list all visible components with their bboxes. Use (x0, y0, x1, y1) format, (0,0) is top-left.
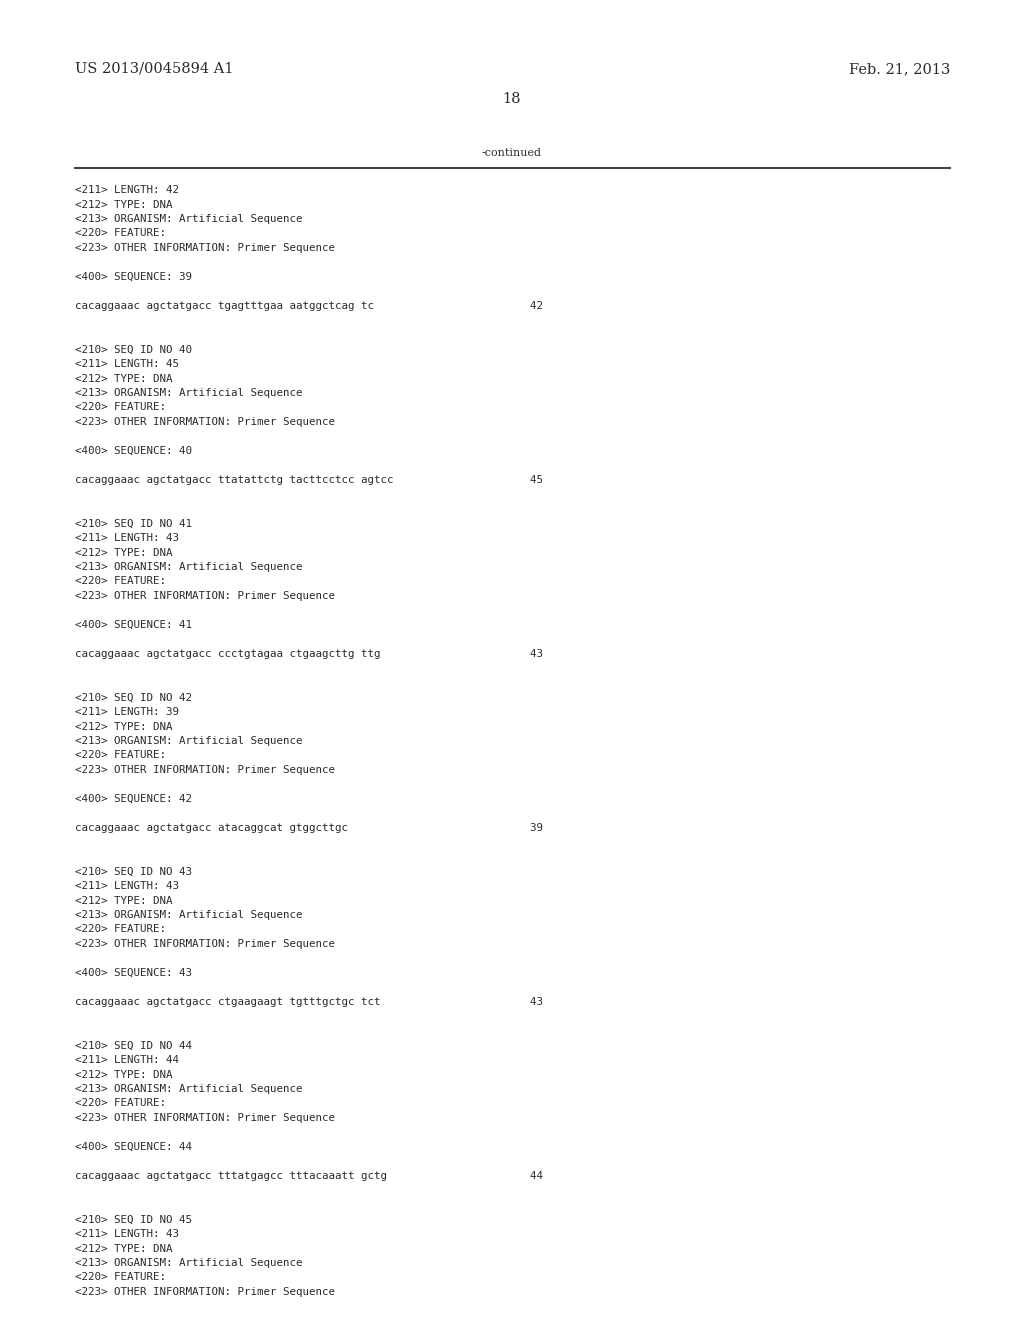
Text: Feb. 21, 2013: Feb. 21, 2013 (849, 62, 950, 77)
Text: <223> OTHER INFORMATION: Primer Sequence: <223> OTHER INFORMATION: Primer Sequence (75, 243, 335, 253)
Text: <211> LENGTH: 43: <211> LENGTH: 43 (75, 1229, 179, 1239)
Text: <223> OTHER INFORMATION: Primer Sequence: <223> OTHER INFORMATION: Primer Sequence (75, 417, 335, 426)
Text: cacaggaaac agctatgacc tttatgagcc tttacaaatt gctg                      44: cacaggaaac agctatgacc tttatgagcc tttacaa… (75, 1171, 543, 1181)
Text: <223> OTHER INFORMATION: Primer Sequence: <223> OTHER INFORMATION: Primer Sequence (75, 766, 335, 775)
Text: <213> ORGANISM: Artificial Sequence: <213> ORGANISM: Artificial Sequence (75, 214, 302, 224)
Text: <210> SEQ ID NO 41: <210> SEQ ID NO 41 (75, 519, 193, 528)
Text: <211> LENGTH: 44: <211> LENGTH: 44 (75, 1055, 179, 1065)
Text: <212> TYPE: DNA: <212> TYPE: DNA (75, 548, 172, 557)
Text: <220> FEATURE:: <220> FEATURE: (75, 577, 166, 586)
Text: <212> TYPE: DNA: <212> TYPE: DNA (75, 722, 172, 731)
Text: <211> LENGTH: 39: <211> LENGTH: 39 (75, 708, 179, 717)
Text: US 2013/0045894 A1: US 2013/0045894 A1 (75, 62, 233, 77)
Text: <211> LENGTH: 43: <211> LENGTH: 43 (75, 880, 179, 891)
Text: <223> OTHER INFORMATION: Primer Sequence: <223> OTHER INFORMATION: Primer Sequence (75, 591, 335, 601)
Text: <220> FEATURE:: <220> FEATURE: (75, 403, 166, 412)
Text: <212> TYPE: DNA: <212> TYPE: DNA (75, 374, 172, 384)
Text: <223> OTHER INFORMATION: Primer Sequence: <223> OTHER INFORMATION: Primer Sequence (75, 1287, 335, 1298)
Text: <213> ORGANISM: Artificial Sequence: <213> ORGANISM: Artificial Sequence (75, 1258, 302, 1269)
Text: -continued: -continued (482, 148, 542, 158)
Text: <212> TYPE: DNA: <212> TYPE: DNA (75, 895, 172, 906)
Text: <213> ORGANISM: Artificial Sequence: <213> ORGANISM: Artificial Sequence (75, 388, 302, 399)
Text: <210> SEQ ID NO 42: <210> SEQ ID NO 42 (75, 693, 193, 702)
Text: <212> TYPE: DNA: <212> TYPE: DNA (75, 1069, 172, 1080)
Text: <211> LENGTH: 45: <211> LENGTH: 45 (75, 359, 179, 370)
Text: <220> FEATURE:: <220> FEATURE: (75, 751, 166, 760)
Text: <223> OTHER INFORMATION: Primer Sequence: <223> OTHER INFORMATION: Primer Sequence (75, 939, 335, 949)
Text: <210> SEQ ID NO 44: <210> SEQ ID NO 44 (75, 1040, 193, 1051)
Text: <220> FEATURE:: <220> FEATURE: (75, 1098, 166, 1109)
Text: <210> SEQ ID NO 43: <210> SEQ ID NO 43 (75, 866, 193, 876)
Text: <211> LENGTH: 43: <211> LENGTH: 43 (75, 533, 179, 543)
Text: <210> SEQ ID NO 45: <210> SEQ ID NO 45 (75, 1214, 193, 1225)
Text: <400> SEQUENCE: 40: <400> SEQUENCE: 40 (75, 446, 193, 455)
Text: <400> SEQUENCE: 39: <400> SEQUENCE: 39 (75, 272, 193, 282)
Text: cacaggaaac agctatgacc atacaggcat gtggcttgc                            39: cacaggaaac agctatgacc atacaggcat gtggctt… (75, 822, 543, 833)
Text: <220> FEATURE:: <220> FEATURE: (75, 1272, 166, 1283)
Text: <400> SEQUENCE: 42: <400> SEQUENCE: 42 (75, 795, 193, 804)
Text: cacaggaaac agctatgacc ccctgtagaa ctgaagcttg ttg                       43: cacaggaaac agctatgacc ccctgtagaa ctgaagc… (75, 649, 543, 659)
Text: <220> FEATURE:: <220> FEATURE: (75, 228, 166, 239)
Text: <211> LENGTH: 42: <211> LENGTH: 42 (75, 185, 179, 195)
Text: cacaggaaac agctatgacc ttatattctg tacttcctcc agtcc                     45: cacaggaaac agctatgacc ttatattctg tacttcc… (75, 475, 543, 484)
Text: cacaggaaac agctatgacc ctgaagaagt tgtttgctgc tct                       43: cacaggaaac agctatgacc ctgaagaagt tgtttgc… (75, 997, 543, 1007)
Text: <220> FEATURE:: <220> FEATURE: (75, 924, 166, 935)
Text: <212> TYPE: DNA: <212> TYPE: DNA (75, 1243, 172, 1254)
Text: <213> ORGANISM: Artificial Sequence: <213> ORGANISM: Artificial Sequence (75, 1084, 302, 1094)
Text: <212> TYPE: DNA: <212> TYPE: DNA (75, 199, 172, 210)
Text: <400> SEQUENCE: 44: <400> SEQUENCE: 44 (75, 1142, 193, 1152)
Text: <213> ORGANISM: Artificial Sequence: <213> ORGANISM: Artificial Sequence (75, 737, 302, 746)
Text: <213> ORGANISM: Artificial Sequence: <213> ORGANISM: Artificial Sequence (75, 909, 302, 920)
Text: <400> SEQUENCE: 43: <400> SEQUENCE: 43 (75, 968, 193, 978)
Text: cacaggaaac agctatgacc tgagtttgaa aatggctcag tc                        42: cacaggaaac agctatgacc tgagtttgaa aatggct… (75, 301, 543, 312)
Text: <210> SEQ ID NO 40: <210> SEQ ID NO 40 (75, 345, 193, 355)
Text: <223> OTHER INFORMATION: Primer Sequence: <223> OTHER INFORMATION: Primer Sequence (75, 1113, 335, 1123)
Text: <213> ORGANISM: Artificial Sequence: <213> ORGANISM: Artificial Sequence (75, 562, 302, 572)
Text: 18: 18 (503, 92, 521, 106)
Text: <400> SEQUENCE: 41: <400> SEQUENCE: 41 (75, 620, 193, 630)
